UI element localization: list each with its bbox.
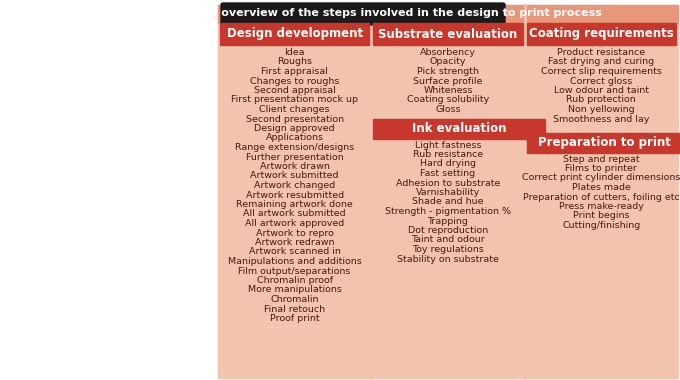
Text: Fast drying and curing: Fast drying and curing [548, 57, 654, 66]
Text: Manipulations and additions: Manipulations and additions [228, 257, 362, 266]
Text: Plates made: Plates made [572, 183, 631, 192]
Text: Design development: Design development [226, 27, 362, 41]
Text: Artwork changed: Artwork changed [254, 181, 335, 190]
Text: Low odour and taint: Low odour and taint [554, 86, 649, 95]
Text: Taint and odour: Taint and odour [411, 236, 485, 244]
Text: Trapping: Trapping [428, 217, 469, 225]
Text: Light fastness: Light fastness [415, 141, 481, 149]
Bar [527, 133, 680, 152]
Text: Step and repeat: Step and repeat [563, 155, 640, 163]
Text: Changes to roughs: Changes to roughs [250, 76, 339, 86]
Text: Correct slip requirements: Correct slip requirements [541, 67, 662, 76]
Text: Smoothness and lay: Smoothness and lay [553, 114, 649, 124]
Text: Range extension/designs: Range extension/designs [235, 143, 354, 152]
Text: Substrate evaluation: Substrate evaluation [378, 27, 517, 41]
Text: Stability on substrate: Stability on substrate [397, 255, 499, 263]
Text: Surface profile: Surface profile [413, 76, 483, 86]
Text: Applications: Applications [266, 133, 324, 142]
Text: Chromalin proof: Chromalin proof [256, 276, 333, 285]
Text: Coating requirements: Coating requirements [529, 27, 674, 41]
Text: Correct gloss: Correct gloss [571, 76, 632, 86]
Text: Cutting/finishing: Cutting/finishing [562, 221, 641, 230]
Text: Rub protection: Rub protection [566, 95, 636, 104]
Text: Further presentation: Further presentation [245, 152, 343, 161]
Bar [218, 5, 678, 378]
Text: Absorbency: Absorbency [420, 48, 476, 57]
Text: Varnishability: Varnishability [416, 188, 480, 197]
Text: Idea: Idea [284, 48, 305, 57]
Text: Proof print: Proof print [270, 314, 320, 323]
Text: Preparation of cutters, foiling etc: Preparation of cutters, foiling etc [523, 193, 680, 201]
Text: Film output/separations: Film output/separations [239, 266, 351, 276]
Text: Toy regulations: Toy regulations [412, 245, 484, 254]
Text: First appraisal: First appraisal [261, 67, 328, 76]
Text: Hard drying: Hard drying [420, 160, 476, 168]
Text: Ink evaluation: Ink evaluation [412, 122, 506, 135]
Text: Artwork submitted: Artwork submitted [250, 171, 339, 180]
Text: Pick strength: Pick strength [417, 67, 479, 76]
Text: Non yellowing: Non yellowing [568, 105, 634, 114]
Bar [220, 23, 369, 45]
FancyBboxPatch shape [221, 3, 505, 25]
Text: Print begins: Print begins [573, 212, 630, 220]
Text: Design approved: Design approved [254, 124, 335, 133]
Text: Preparation to print: Preparation to print [538, 136, 670, 149]
Text: Gloss: Gloss [435, 105, 461, 114]
Bar [373, 119, 545, 138]
Text: Artwork redrawn: Artwork redrawn [255, 238, 335, 247]
Bar [373, 23, 523, 45]
Text: Second presentation: Second presentation [245, 114, 343, 124]
Text: Press make-ready: Press make-ready [559, 202, 644, 211]
Bar [218, 5, 678, 23]
Text: Final retouch: Final retouch [264, 304, 325, 313]
Text: Figure 1.3 - An overview of the steps involved in the design to print process: Figure 1.3 - An overview of the steps in… [124, 8, 601, 18]
Text: Correct print cylinder dimensions: Correct print cylinder dimensions [522, 174, 680, 182]
Text: Roughs: Roughs [277, 57, 312, 66]
Text: Client changes: Client changes [259, 105, 330, 114]
Text: Artwork to repro: Artwork to repro [256, 228, 334, 238]
Text: Coating solubility: Coating solubility [407, 95, 489, 104]
Text: Product resistance: Product resistance [558, 48, 645, 57]
Text: Rub resistance: Rub resistance [413, 150, 483, 159]
Text: Opacity: Opacity [430, 57, 466, 66]
Text: Films to printer: Films to printer [565, 164, 637, 173]
Text: All artwork approved: All artwork approved [245, 219, 344, 228]
Text: Adhesion to substrate: Adhesion to substrate [396, 179, 500, 187]
Text: Artwork resubmitted: Artwork resubmitted [245, 190, 343, 200]
Text: More manipulations: More manipulations [248, 285, 341, 294]
Bar [527, 23, 676, 45]
Text: Dot reproduction: Dot reproduction [408, 226, 488, 235]
Text: Fast setting: Fast setting [420, 169, 475, 178]
Text: Artwork scanned in: Artwork scanned in [249, 247, 341, 256]
Text: Remaining artwork done: Remaining artwork done [236, 200, 353, 209]
Text: Shade and hue: Shade and hue [412, 198, 483, 206]
Text: Chromalin: Chromalin [271, 295, 319, 304]
Text: Second appraisal: Second appraisal [254, 86, 335, 95]
Text: Whiteness: Whiteness [423, 86, 473, 95]
Text: All artwork submitted: All artwork submitted [243, 209, 346, 218]
Text: Artwork drawn: Artwork drawn [260, 162, 330, 171]
Text: First presentation mock up: First presentation mock up [231, 95, 358, 104]
Text: Strength - pigmentation %: Strength - pigmentation % [385, 207, 511, 216]
